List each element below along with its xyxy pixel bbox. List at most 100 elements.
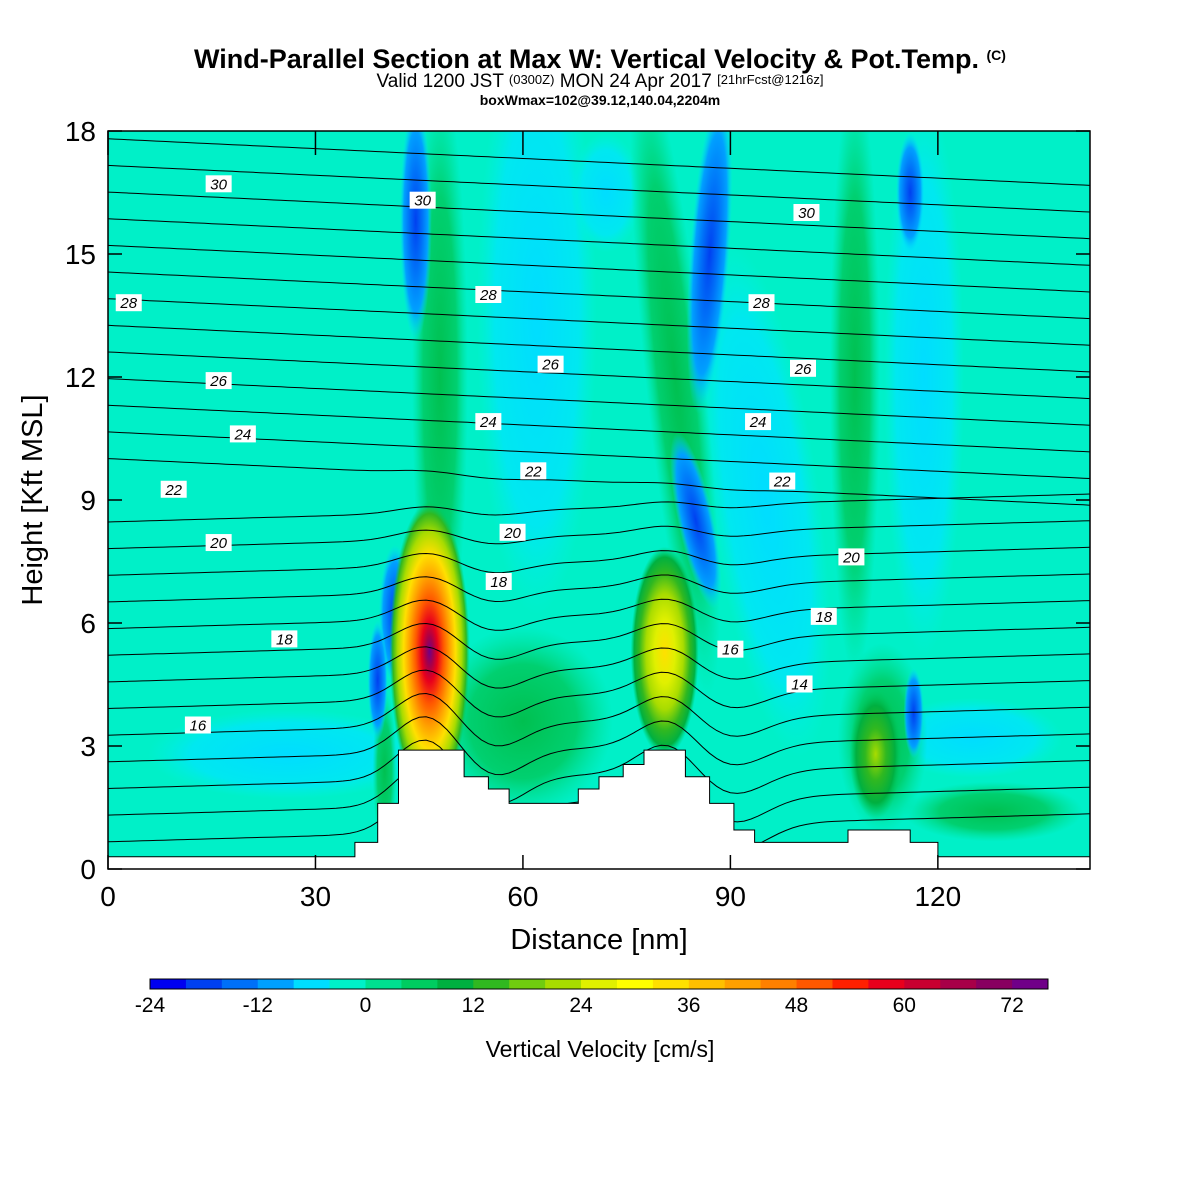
y-axis-title: Height [Kft MSL] bbox=[17, 394, 49, 605]
isentrope-line bbox=[108, 404, 1090, 453]
contour-label-text: 26 bbox=[794, 361, 812, 378]
x-axis-title: Distance [nm] bbox=[510, 924, 687, 956]
contour-label-bg bbox=[769, 472, 796, 490]
contour-label-text: 30 bbox=[210, 176, 227, 193]
contour-label: 24 bbox=[745, 413, 772, 431]
y-tick-label: 6 bbox=[80, 608, 96, 639]
forecast-info: [21hrFcst@1216z] bbox=[717, 72, 824, 87]
contour-label: 30 bbox=[409, 191, 436, 210]
contour-label-bg bbox=[745, 413, 772, 431]
x-tick-label: 30 bbox=[300, 881, 331, 912]
contour-label: 20 bbox=[838, 548, 865, 566]
y-tick-label: 0 bbox=[80, 854, 96, 885]
x-tick-label: 60 bbox=[507, 881, 538, 912]
contour-label-text: 24 bbox=[749, 414, 767, 431]
colorbar-swatch bbox=[293, 979, 331, 989]
contour-label-bg bbox=[205, 372, 232, 390]
contour-label-text: 20 bbox=[209, 535, 227, 552]
colorbar-swatch bbox=[976, 979, 1013, 989]
terrain-fill bbox=[107, 749, 1091, 870]
isentrope-line bbox=[108, 431, 1090, 479]
contour-label-bg bbox=[271, 630, 298, 648]
contour-label-bg bbox=[475, 413, 502, 431]
colorbar-swatch bbox=[832, 979, 869, 989]
colorbar-swatch bbox=[688, 979, 726, 989]
potential-temperature-contours bbox=[108, 138, 1090, 862]
isentrope-line bbox=[108, 164, 1090, 213]
contour-label-bg bbox=[838, 548, 865, 566]
colorbar-tick-label: 60 bbox=[893, 994, 916, 1017]
contour-label-text: 24 bbox=[479, 414, 497, 431]
isentrope-line bbox=[108, 458, 1090, 506]
plot-axes: 0 30 60 90 120 0 3 6 9 12 15 18 bbox=[65, 116, 1091, 912]
isentrope-line bbox=[108, 669, 1090, 718]
isentrope-line bbox=[108, 351, 1090, 400]
contour-label-bg bbox=[499, 523, 526, 541]
contour-label: 26 bbox=[205, 372, 232, 390]
contour-label-bg bbox=[205, 534, 232, 552]
isentrope-line bbox=[108, 324, 1090, 373]
contour-label-bg bbox=[160, 480, 187, 498]
colorbar-tick-label: 12 bbox=[462, 994, 485, 1017]
y-tick-label: 12 bbox=[65, 362, 96, 393]
contour-label-text: 18 bbox=[490, 574, 507, 591]
isentrope-line bbox=[108, 622, 1090, 660]
colorbar-swatch bbox=[437, 979, 474, 989]
updraft-core bbox=[630, 546, 699, 757]
colorbar: -24 -12 0 12 24 36 48 60 72 bbox=[135, 978, 1049, 1017]
colorbar-swatch bbox=[868, 979, 905, 989]
colorbar-swatch bbox=[545, 979, 582, 989]
contour-label-text: 24 bbox=[234, 426, 252, 443]
updraft-zone bbox=[829, 131, 880, 677]
colorbar-swatch bbox=[616, 979, 654, 989]
colorbar-tick-label: 36 bbox=[677, 994, 700, 1017]
colorbar-swatch bbox=[150, 979, 187, 989]
contour-label: 20 bbox=[499, 523, 526, 542]
colorbar-tick-label: 48 bbox=[785, 994, 808, 1017]
isentrope-line bbox=[108, 546, 1090, 576]
isentrope-line bbox=[108, 692, 1090, 747]
contour-label: 18 bbox=[271, 630, 298, 648]
contour-label-text: 30 bbox=[414, 193, 431, 210]
isentrope-line bbox=[108, 598, 1090, 631]
colorbar-tick-label: 72 bbox=[1000, 994, 1023, 1017]
updraft-core bbox=[389, 501, 470, 802]
contour-label: 30 bbox=[205, 175, 232, 193]
colorbar-tick-label: -12 bbox=[243, 994, 273, 1017]
contour-label-bg bbox=[810, 607, 837, 625]
terrain-profile bbox=[107, 749, 1091, 870]
colorbar-tick-label: 24 bbox=[569, 994, 593, 1017]
contour-label-text: 22 bbox=[164, 482, 182, 499]
isentrope-line bbox=[108, 378, 1090, 426]
colorbar-swatch bbox=[760, 979, 798, 989]
isentrope-line bbox=[108, 520, 1090, 550]
contour-label-text: 20 bbox=[842, 549, 860, 566]
downdraft-column bbox=[367, 620, 388, 741]
contour-label: 18 bbox=[485, 573, 512, 591]
colorbar-swatch bbox=[1012, 979, 1049, 989]
colorbar-swatch bbox=[796, 979, 833, 989]
isentrope-line bbox=[108, 218, 1090, 266]
downdraft-column bbox=[896, 132, 925, 253]
contour-label: 22 bbox=[160, 480, 187, 499]
colorbar-frame bbox=[149, 978, 1049, 990]
x-tick-label: 0 bbox=[100, 881, 116, 912]
contour-label: 14 bbox=[786, 675, 813, 694]
contour-label-bg bbox=[475, 286, 502, 303]
colorbar-swatch bbox=[509, 979, 546, 989]
x-tick-label: 90 bbox=[715, 881, 746, 912]
y-tick-label: 18 bbox=[65, 116, 96, 147]
chart-title-text: Wind-Parallel Section at Max W: Vertical… bbox=[194, 44, 979, 74]
y-tick-label: 15 bbox=[65, 239, 96, 270]
contour-label-bg bbox=[790, 359, 817, 377]
x-tick-label: 120 bbox=[914, 881, 961, 912]
isentrope-line bbox=[108, 573, 1090, 603]
updraft-zone bbox=[903, 781, 1084, 842]
contour-label: 26 bbox=[537, 355, 564, 374]
isentrope-line bbox=[108, 493, 1090, 523]
contour-label: 30 bbox=[793, 204, 820, 222]
contour-label-text: 28 bbox=[119, 295, 137, 312]
downdraft-column bbox=[686, 131, 733, 414]
contour-label: 28 bbox=[748, 294, 775, 312]
